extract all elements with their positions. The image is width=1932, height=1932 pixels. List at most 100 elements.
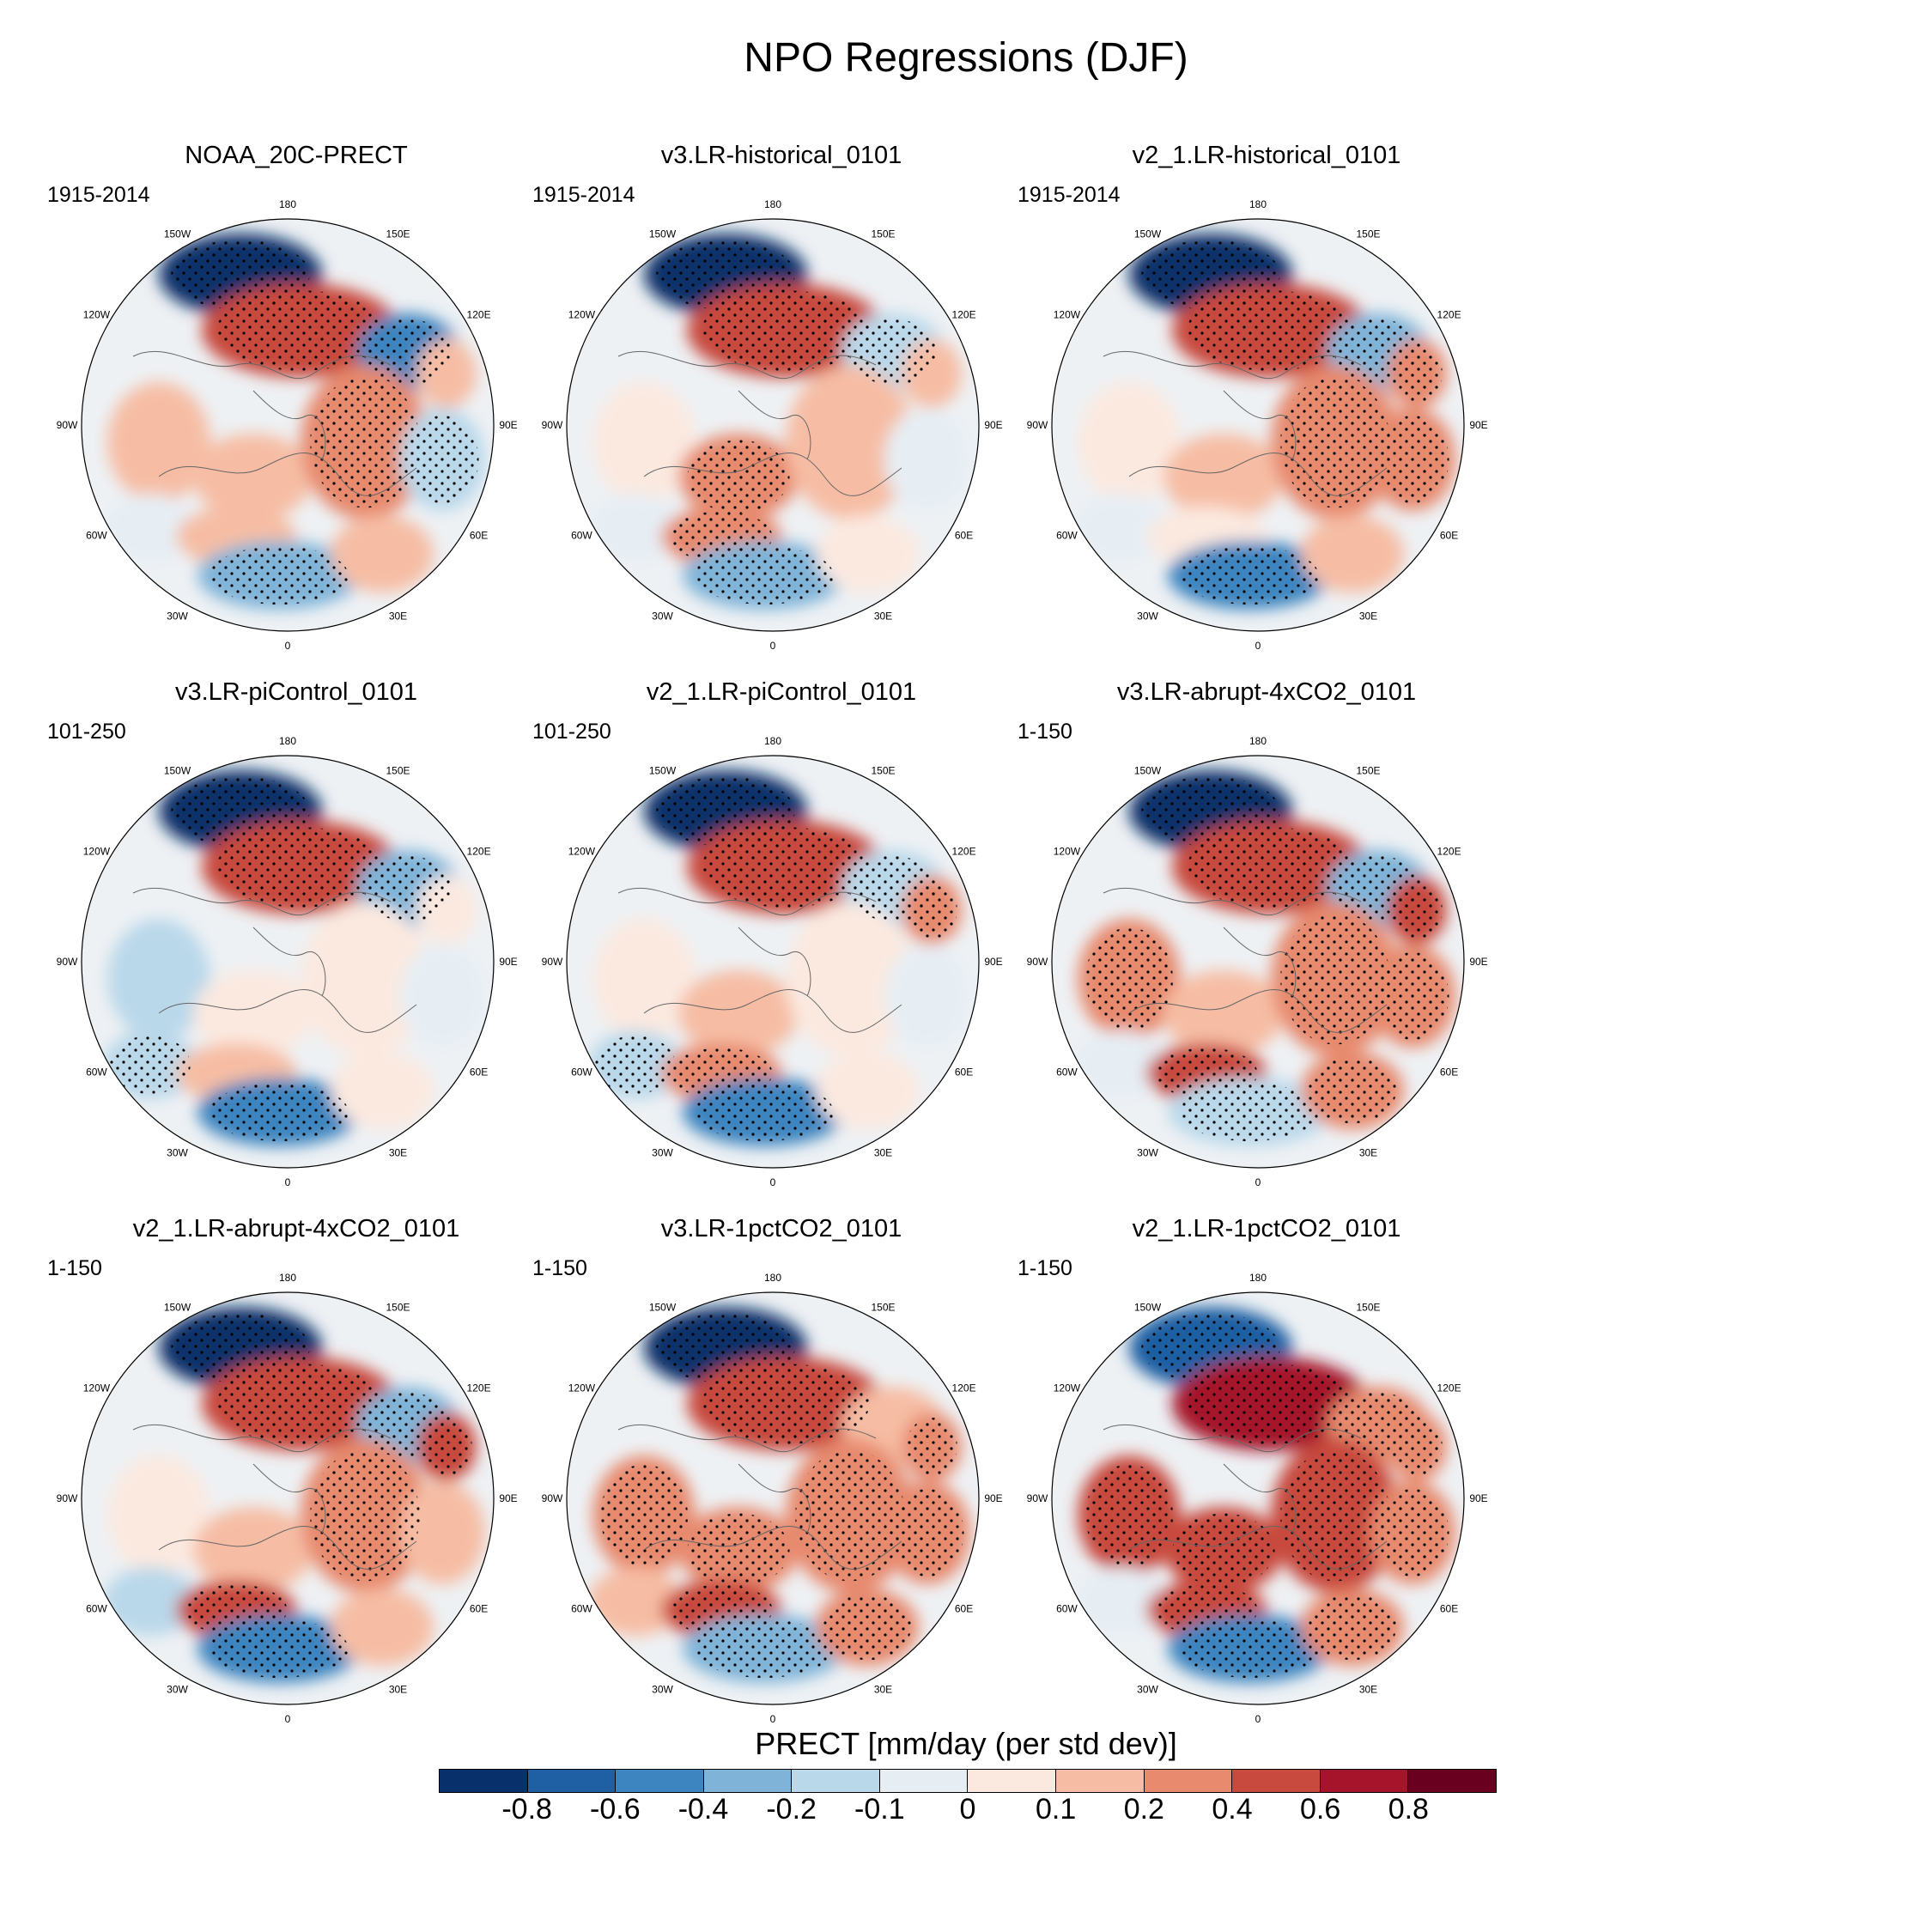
longitude-label: 90E bbox=[984, 419, 1002, 431]
longitude-label: 90W bbox=[57, 956, 78, 968]
panel-title: v2_1.LR-piControl_0101 bbox=[646, 678, 917, 706]
panel-period: 1-150 bbox=[1018, 1256, 1072, 1280]
longitude-label: 180 bbox=[764, 735, 781, 747]
longitude-label: 120E bbox=[1437, 1382, 1461, 1394]
anomaly-region bbox=[1163, 434, 1284, 519]
significance-stippling bbox=[695, 1083, 834, 1141]
longitude-label: 30E bbox=[874, 1684, 892, 1696]
anomaly-region bbox=[1301, 515, 1404, 592]
map-boundary bbox=[566, 755, 980, 1169]
anomaly-region bbox=[588, 494, 683, 562]
longitude-label: 120W bbox=[568, 1382, 596, 1394]
longitude-label: 0 bbox=[285, 640, 291, 652]
longitude-label: 150E bbox=[1356, 764, 1380, 776]
colorbar-swatch bbox=[703, 1770, 793, 1792]
significance-stippling bbox=[702, 290, 870, 371]
significance-stippling bbox=[823, 1594, 911, 1661]
significance-stippling bbox=[849, 319, 937, 386]
longitude-label: 90E bbox=[499, 1492, 517, 1504]
map-boundary bbox=[81, 1291, 495, 1705]
longitude-label: 90W bbox=[57, 419, 78, 431]
longitude-label: 150E bbox=[386, 228, 410, 240]
polar-map: 180 150E 120E 90E 60E 30E 0 30W 60W 90W 120W 150W bbox=[57, 198, 518, 652]
significance-stippling bbox=[1172, 1513, 1275, 1587]
colorbar-tick-label: 0.4 bbox=[1212, 1793, 1253, 1826]
map-panel: v3.LR-abrupt-4xCO2_0101 1-150 180 150E 120E 9… bbox=[1000, 678, 1619, 1211]
longitude-label: 90W bbox=[542, 956, 563, 968]
anomaly-region bbox=[786, 365, 914, 519]
longitude-label: 30E bbox=[389, 1147, 407, 1159]
longitude-label: 120E bbox=[952, 846, 976, 858]
colorbar-tick-label: -0.6 bbox=[590, 1793, 641, 1826]
panel-period: 1-150 bbox=[47, 1256, 102, 1280]
longitude-label: 120E bbox=[952, 1382, 976, 1394]
colorbar-tick-label: -0.2 bbox=[766, 1793, 817, 1826]
anomaly-region bbox=[193, 434, 313, 519]
longitude-label: 60W bbox=[571, 1603, 592, 1615]
longitude-label: 60W bbox=[571, 530, 592, 542]
anomaly-region bbox=[399, 1481, 485, 1584]
panel-title: v2_1.LR-historical_0101 bbox=[1132, 142, 1401, 169]
longitude-label: 90W bbox=[1027, 956, 1048, 968]
significance-stippling bbox=[1085, 1464, 1173, 1567]
colorbar-tick-label: 0.8 bbox=[1388, 1793, 1429, 1826]
longitude-label: 30E bbox=[874, 611, 892, 623]
map-field bbox=[567, 219, 979, 631]
longitude-label: 30W bbox=[652, 611, 673, 623]
longitude-label: 150W bbox=[164, 764, 191, 776]
panel-period: 1-150 bbox=[532, 1256, 587, 1280]
panel-title: v3.LR-abrupt-4xCO2_0101 bbox=[1116, 678, 1417, 706]
significance-stippling bbox=[1391, 1418, 1443, 1476]
longitude-label: 60E bbox=[1440, 1066, 1458, 1078]
significance-stippling bbox=[1280, 913, 1390, 1045]
anomaly-region bbox=[193, 1507, 313, 1593]
longitude-label: 30W bbox=[1137, 1684, 1158, 1696]
anomaly-region bbox=[816, 1052, 919, 1129]
polar-map: 180 150E 120E 90E 60E 30E 0 30W 60W 90W 120W 150W bbox=[1027, 735, 1488, 1188]
panel-title: v2_1.LR-abrupt-4xCO2_0101 bbox=[132, 1215, 460, 1242]
coastline bbox=[617, 887, 902, 1033]
anomaly-region bbox=[331, 1589, 434, 1666]
significance-stippling bbox=[695, 546, 834, 605]
longitude-label: 150W bbox=[1134, 228, 1162, 240]
significance-stippling bbox=[1180, 546, 1319, 605]
map-field bbox=[1052, 756, 1464, 1168]
longitude-label: 150E bbox=[386, 1301, 410, 1313]
colorbar-tick-label: 0.2 bbox=[1123, 1793, 1164, 1826]
map-boundary bbox=[81, 218, 495, 632]
longitude-label: 180 bbox=[1249, 1272, 1267, 1284]
longitude-label: 90W bbox=[1027, 1492, 1048, 1504]
longitude-label: 60E bbox=[955, 530, 973, 542]
anomaly-region bbox=[331, 515, 434, 592]
longitude-label: 60W bbox=[86, 1603, 107, 1615]
longitude-label: 60W bbox=[86, 530, 107, 542]
longitude-label: 90E bbox=[1469, 419, 1487, 431]
longitude-label: 0 bbox=[770, 1176, 776, 1188]
significance-stippling bbox=[1141, 776, 1280, 847]
anomaly-region bbox=[103, 1567, 197, 1636]
longitude-label: 150W bbox=[164, 228, 191, 240]
anomaly-region bbox=[1073, 1567, 1168, 1636]
significance-stippling bbox=[1376, 416, 1449, 503]
colorbar-tick-label: 0.6 bbox=[1300, 1793, 1341, 1826]
significance-stippling bbox=[687, 440, 790, 513]
colorbar-swatch bbox=[440, 1770, 528, 1792]
longitude-label: 30W bbox=[167, 1684, 188, 1696]
longitude-label: 30E bbox=[389, 1684, 407, 1696]
map-panel: v3.LR-historical_0101 1915-2014 180 150E 120… bbox=[515, 142, 1133, 674]
panel-period: 101-250 bbox=[532, 720, 611, 744]
longitude-label: 30W bbox=[167, 611, 188, 623]
anomaly-region bbox=[399, 945, 485, 1048]
significance-stippling bbox=[702, 1364, 870, 1444]
longitude-label: 60W bbox=[1056, 1603, 1078, 1615]
panel-title: NOAA_20C-PRECT bbox=[185, 142, 408, 169]
longitude-label: 90W bbox=[542, 1492, 563, 1504]
colorbar-swatch bbox=[1320, 1770, 1409, 1792]
coastline bbox=[617, 1424, 902, 1570]
coastline bbox=[1103, 1424, 1388, 1570]
coastline bbox=[132, 1424, 417, 1570]
anomaly-region bbox=[1073, 494, 1168, 562]
polar-map: 180 150E 120E 90E 60E 30E 0 30W 60W 90W 120W 150W bbox=[57, 1272, 518, 1725]
longitude-label: 30E bbox=[1359, 1684, 1377, 1696]
map-field bbox=[82, 1292, 494, 1704]
